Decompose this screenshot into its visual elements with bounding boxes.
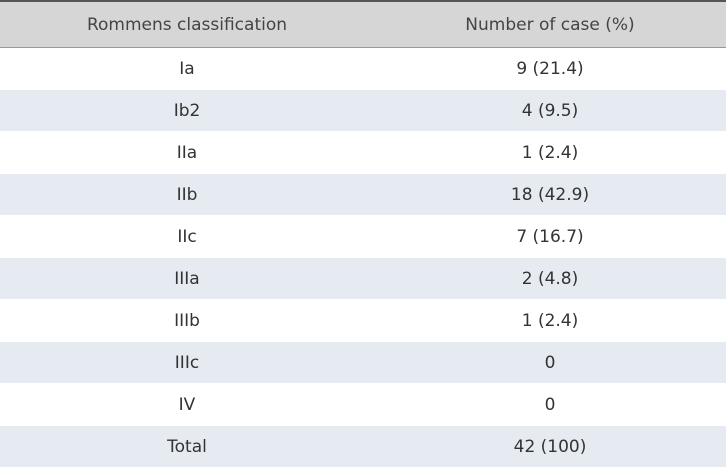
table-cell: 42 (100) [374, 425, 726, 468]
table-cell: IIb [0, 173, 374, 216]
table-cell: Total [0, 425, 374, 468]
table-cell: 0 [374, 341, 726, 384]
header-row: Rommens classification Number of case (%… [0, 1, 726, 48]
table-row: Ia 9 (21.4) [0, 47, 726, 90]
table-cell: IIIb [0, 299, 374, 342]
table-row: Ib2 4 (9.5) [0, 89, 726, 132]
table-cell: 1 (2.4) [374, 299, 726, 342]
table-cell: 4 (9.5) [374, 89, 726, 132]
table-cell: 0 [374, 383, 726, 426]
table-body: Ia 9 (21.4) Ib2 4 (9.5) IIa 1 (2.4) IIb 18 (42.… [0, 47, 726, 468]
table-cell: 18 (42.9) [374, 173, 726, 216]
table-row: IIIa 2 (4.8) [0, 257, 726, 300]
header-cell: Number of case (%) [374, 1, 726, 48]
table-row: IIIb 1 (2.4) [0, 299, 726, 342]
header-cell: Rommens classification [0, 1, 374, 48]
table-row: IIIc 0 [0, 341, 726, 384]
table-cell: IIIa [0, 257, 374, 300]
table-cell: 9 (21.4) [374, 47, 726, 90]
table-row: IIc 7 (16.7) [0, 215, 726, 258]
table-cell: IV [0, 383, 374, 426]
table-cell: 7 (16.7) [374, 215, 726, 258]
table-cell: Ia [0, 47, 374, 90]
table-cell: 2 (4.8) [374, 257, 726, 300]
table-cell: IIIc [0, 341, 374, 384]
table-row: IIb 18 (42.9) [0, 173, 726, 216]
table-header: Rommens classification Number of case (%… [0, 1, 726, 48]
table-cell: IIa [0, 131, 374, 174]
table-row: IV 0 [0, 383, 726, 426]
table-cell: IIc [0, 215, 374, 258]
table-row: IIa 1 (2.4) [0, 131, 726, 174]
table-cell: Ib2 [0, 89, 374, 132]
table-row: Total 42 (100) [0, 425, 726, 468]
table-cell: 1 (2.4) [374, 131, 726, 174]
